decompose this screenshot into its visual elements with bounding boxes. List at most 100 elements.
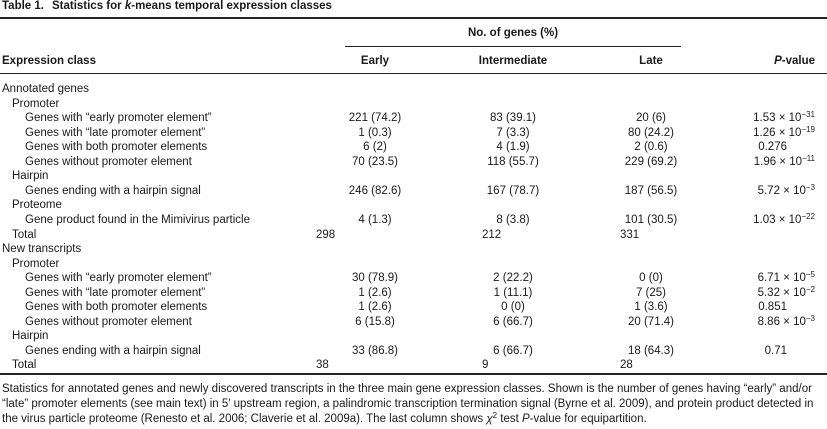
row-label: Gene product found in the Mimivirus part… (25, 213, 250, 226)
pvalue-mantissa: 1.96 × 10 (753, 155, 803, 168)
pvalue-mantissa: 5.32 × 10 (757, 286, 806, 299)
cell-early: 6 (15.8) (355, 315, 395, 328)
cell-late: 187 (56.5) (624, 184, 678, 197)
pvalue-exponent: −3 (805, 313, 815, 323)
row-label: Genes with “early promoter element” (25, 112, 212, 125)
table-caption: Table 1. Statistics for k-means temporal … (2, 0, 332, 12)
pvalue-exponent: −22 (801, 211, 815, 221)
pvalue-mantissa: 1.03 × 10 (753, 213, 802, 226)
cell-intermediate: 167 (78.7) (486, 184, 540, 197)
cell-intermediate: 6 (66.7) (493, 344, 533, 357)
table-row: New transcripts (0, 242, 827, 256)
cell-pvalue: 1.96 × 10−11 (753, 153, 815, 169)
cell-late: 20 (71.4) (627, 315, 675, 328)
pvalue-exponent: −3 (805, 182, 815, 192)
table-row: Annotated genes (0, 82, 827, 96)
group-header-rule (345, 46, 681, 47)
row-label: Promoter (12, 257, 60, 270)
row-label: Proteome (12, 199, 62, 212)
table-row: Genes with both promoter elements 6 (2) 4 … (0, 140, 827, 154)
cell-intermediate: 7 (3.3) (496, 126, 530, 139)
cell-early: 298 (316, 228, 336, 241)
table-row: Genes without promoter element 6 (15.8) 6 … (0, 313, 827, 329)
table-row: Genes with “late promoter element” 1 (0.3… (0, 125, 827, 140)
row-label: Genes with “late promoter element” (25, 126, 206, 139)
pvalue-exponent: −2 (805, 284, 815, 294)
cell-late: 229 (69.2) (624, 155, 678, 168)
cell-late: 18 (64.3) (627, 344, 675, 357)
pvalue-exponent: −31 (801, 110, 815, 120)
footnote-end: -value for equipartition. (529, 413, 647, 425)
table-row: Gene product found in the Mimivirus part… (0, 211, 827, 227)
table-row: Genes ending with a hairpin signal 33 (86… (0, 344, 827, 358)
cell-early: 70 (23.5) (351, 155, 399, 168)
pvalue-exponent: −5 (805, 270, 815, 280)
row-label: Genes with “early promoter element” (25, 272, 212, 285)
header-rule (0, 73, 827, 74)
pvalue-exponent: −11 (802, 153, 815, 163)
cell-early: 246 (82.6) (348, 184, 402, 197)
cell-pvalue: 1.53 × 10−31 (753, 111, 815, 125)
table-label: Table 1. (2, 0, 44, 12)
row-label: Hairpin (12, 170, 49, 183)
cell-pvalue: 1.26 × 10−19 (753, 125, 815, 140)
row-label: Genes with both promoter elements (25, 301, 208, 314)
cell-early: 221 (74.2) (348, 112, 402, 125)
cell-intermediate: 118 (55.7) (487, 155, 539, 168)
table-footnote: Statistics for annotated genes and newly… (2, 382, 825, 427)
cell-late: 7 (25) (635, 286, 667, 299)
row-label: Genes without promoter element (25, 155, 192, 168)
col-header-pvalue: P-value (774, 55, 815, 67)
cell-pvalue: 1.03 × 10−22 (753, 211, 815, 227)
table-row: Genes with “early promoter element” 221 (… (0, 111, 827, 125)
cell-late: 101 (30.5) (624, 213, 678, 226)
row-label: Genes ending with a hairpin signal (25, 184, 201, 197)
pvalue-mantissa: 6.71 × 10 (757, 272, 806, 285)
cell-late: 20 (6) (635, 112, 667, 125)
footnote-chi-sup: 2 (492, 411, 498, 420)
row-label: Promoter (12, 97, 60, 110)
cell-pvalue: 0.71 (765, 344, 787, 358)
cell-early: 1 (2.6) (358, 301, 392, 314)
table-row: Hairpin (0, 329, 827, 343)
col-header-class: Expression class (2, 55, 96, 67)
cell-late: 80 (24.2) (627, 126, 675, 139)
cell-intermediate: 83 (39.1) (489, 112, 537, 125)
table-row: Hairpin (0, 169, 827, 183)
cell-intermediate: 9 (482, 359, 489, 372)
table-row: Genes with both promoter elements 1 (2.6)… (0, 300, 827, 314)
table-row: Proteome (0, 198, 827, 212)
row-label: Genes without promoter element (25, 315, 192, 328)
table-row: Promoter (0, 97, 827, 111)
row-label: Hairpin (12, 330, 49, 343)
cell-intermediate: 4 (1.9) (496, 141, 530, 154)
cell-pvalue: 6.71 × 10−5 (758, 271, 815, 285)
table-title-italic: k (124, 0, 132, 12)
footnote-text: Statistics for annotated genes and newly… (2, 383, 814, 425)
cell-pvalue: 0.851 (758, 300, 787, 314)
cell-intermediate: 0 (0) (501, 301, 525, 314)
col-header-early: Early (360, 55, 390, 67)
cell-pvalue: 5.72 × 10−3 (757, 182, 815, 198)
footnote-chi: χ (486, 413, 493, 425)
cell-intermediate: 2 (22.2) (493, 272, 533, 285)
cell-early: 38 (316, 359, 329, 372)
bottom-rule (0, 373, 827, 375)
cell-late: 1 (3.6) (634, 301, 668, 314)
footnote-p: P (522, 413, 530, 425)
pvalue-mantissa: 8.86 × 10 (757, 315, 806, 328)
cell-early: 6 (2) (363, 141, 387, 154)
row-label: Genes with both promoter elements (25, 141, 208, 154)
table-title-prefix: Statistics for (51, 0, 125, 12)
cell-intermediate: 6 (66.7) (493, 315, 533, 328)
table-row: Total 298 212 331 (0, 228, 827, 242)
cell-early: 33 (86.8) (351, 344, 399, 357)
pvalue-mantissa: 5.72 × 10 (757, 184, 806, 197)
cell-pvalue: 5.32 × 10−2 (757, 284, 815, 300)
pvalue-mantissa: 0.276 (758, 141, 787, 154)
table-row: Genes with “late promoter element” 1 (2.6… (0, 284, 827, 300)
pvalue-mantissa: 1.53 × 10 (753, 112, 802, 125)
cell-pvalue: 8.86 × 10−3 (757, 313, 815, 329)
table-title-suffix: -means temporal expression classes (131, 0, 332, 12)
cell-late: 2 (0.6) (634, 141, 668, 154)
